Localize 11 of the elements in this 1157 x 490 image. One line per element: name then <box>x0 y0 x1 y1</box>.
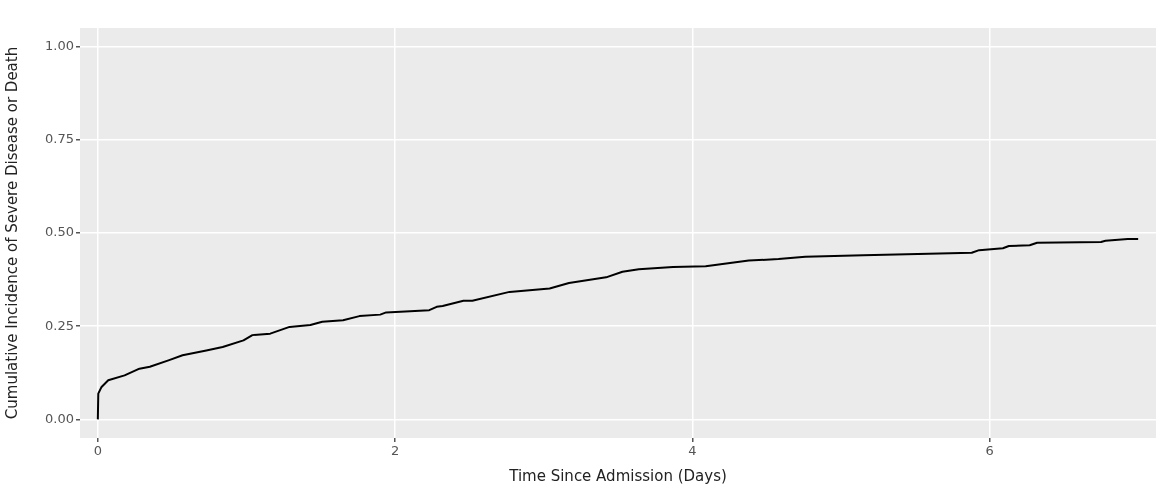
y-tick-label: 0.00 <box>45 410 74 426</box>
x-tick-label: 4 <box>688 443 697 459</box>
x-axis-title: Time Since Admission (Days) <box>508 466 727 485</box>
y-tick-label: 1.00 <box>45 38 74 54</box>
x-tick-label: 6 <box>985 443 994 459</box>
x-tick-label: 2 <box>390 443 400 459</box>
x-tick-label: 0 <box>93 443 102 459</box>
y-tick-label: 0.75 <box>45 131 74 147</box>
y-tick-label: 0.25 <box>45 317 74 333</box>
y-tick-label: 0.50 <box>45 224 74 240</box>
y-axis-title: Cumulative Incidence of Severe Disease or Death <box>2 46 21 420</box>
